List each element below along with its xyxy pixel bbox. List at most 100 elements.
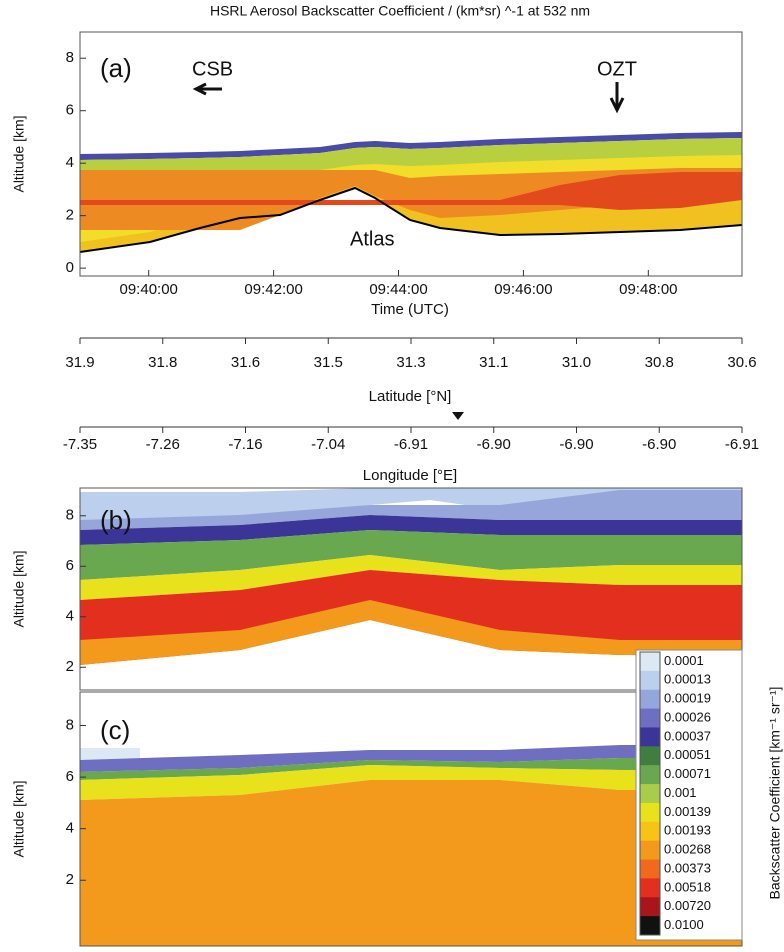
y-tick-label: 4	[66, 820, 74, 837]
y-axis-title: Altitude [km]	[11, 115, 27, 192]
latitude-tick-label: 31.6	[231, 354, 260, 371]
panel-label: (c)	[100, 715, 130, 745]
colorbar-swatch	[640, 746, 660, 766]
x-tick-label: 09:42:00	[244, 281, 302, 298]
figure-title: HSRL Aerosol Backscatter Coefficient / (…	[210, 3, 590, 19]
longitude-tick-label: -7.16	[228, 436, 262, 453]
longitude-tick-label: -7.04	[311, 436, 345, 453]
longitude-tick-label: -6.91	[725, 436, 759, 453]
colorbar-swatch	[640, 916, 660, 936]
y-tick-label: 2	[66, 658, 74, 675]
y-tick-label: 6	[66, 557, 74, 574]
colorbar-label: 0.0001	[664, 653, 704, 668]
colorbar-label: 0.00037	[664, 728, 711, 743]
field-band	[80, 600, 742, 665]
longitude-tick-label: -6.90	[642, 436, 676, 453]
colorbar-title: Backscatter Coefficient [km⁻¹ sr⁻¹]	[767, 687, 783, 900]
colorbar-label: 0.00013	[664, 672, 711, 687]
y-tick-label: 4	[66, 154, 74, 171]
latitude-tick-label: 31.0	[562, 354, 591, 371]
x-tick-label: 09:46:00	[494, 281, 552, 298]
plot-frame	[79, 487, 743, 691]
field-band	[80, 555, 742, 600]
arrow	[192, 82, 222, 96]
colorbar-swatch	[640, 897, 660, 917]
field-band	[80, 172, 742, 210]
latitude-tick-label: 30.6	[727, 354, 756, 371]
latitude-tick-label: 31.1	[479, 354, 508, 371]
colorbar-label: 0.00720	[664, 898, 711, 913]
y-tick-label: 8	[66, 507, 74, 524]
colorbar-swatch	[640, 708, 660, 728]
field-band	[80, 530, 742, 580]
y-tick-label: 0	[66, 259, 74, 276]
y-tick-label: 6	[66, 768, 74, 785]
latitude-tick-label: 31.8	[148, 354, 177, 371]
x-tick-label: 09:44:00	[369, 281, 427, 298]
colorbar-swatch	[640, 652, 660, 672]
latitude-tick-label: 31.5	[314, 354, 343, 371]
field-band	[80, 132, 742, 160]
longitude-tick-label: -7.35	[63, 436, 97, 453]
colorbar-swatch	[640, 802, 660, 823]
longitude-tick-label: -7.26	[146, 436, 180, 453]
colorbar-label: 0.00518	[664, 879, 711, 894]
longitude-tick-label: -6.90	[559, 436, 593, 453]
colorbar-swatch	[640, 840, 660, 861]
latitude-tick-label: 31.3	[396, 354, 425, 371]
y-tick-label: 2	[66, 207, 74, 224]
colorbar-swatch	[640, 727, 660, 747]
colorbar-label: 0.0100	[664, 917, 704, 932]
plot-frame	[79, 31, 743, 277]
colorbar-label: 0.00019	[664, 691, 711, 706]
y-tick-label: 4	[66, 608, 74, 625]
colorbar-swatch	[640, 689, 660, 710]
colorbar-swatch	[640, 821, 660, 842]
y-axis-title: Altitude [km]	[11, 780, 27, 857]
colorbar-label: 0.00373	[664, 860, 711, 875]
annotation: CSB	[192, 58, 233, 80]
fields	[79, 132, 743, 946]
y-tick-label: 8	[66, 49, 74, 66]
x-axis-title: Time (UTC)	[371, 301, 449, 318]
y-tick-label: 6	[66, 102, 74, 119]
arrow	[609, 82, 625, 114]
panel-label: (b)	[100, 505, 132, 535]
colorbar-label: 0.001	[664, 785, 697, 800]
colorbar-label: 0.00268	[664, 842, 711, 857]
field-band	[80, 745, 742, 772]
colorbar-swatch	[640, 878, 660, 898]
longitude-tick-label: -6.91	[394, 436, 428, 453]
colorbar-swatch	[640, 859, 660, 879]
latitude-title: Latitude [°N]	[369, 388, 452, 405]
colorbar-label: 0.00071	[664, 766, 711, 781]
colorbar-label: 0.00193	[664, 823, 711, 838]
longitude-tick-label: -6.90	[477, 436, 511, 453]
colorbar-label: 0.00051	[664, 747, 711, 762]
latitude-tick-label: 30.8	[645, 354, 674, 371]
field-band	[80, 765, 742, 800]
colorbar-swatch	[640, 784, 660, 804]
panel-label: (a)	[100, 53, 132, 83]
y-tick-label: 8	[66, 716, 74, 733]
y-tick-label: 2	[66, 871, 74, 888]
colorbar-label: 0.00139	[664, 804, 711, 819]
latitude-tick-label: 31.9	[65, 354, 94, 371]
colorbar-label: 0.00026	[664, 709, 711, 724]
longitude-title: Longitude [°E]	[363, 467, 457, 484]
field-band	[80, 515, 742, 545]
colorbar-frame	[639, 651, 661, 936]
terrain-line	[79, 186, 743, 253]
colorbar-swatch	[640, 670, 660, 691]
annotation: OZT	[597, 58, 637, 80]
annotation: Atlas	[350, 228, 394, 250]
field-band	[80, 780, 742, 946]
x-tick-label: 09:40:00	[120, 281, 178, 298]
x-tick-label: 09:48:00	[619, 281, 677, 298]
field-band	[80, 138, 742, 177]
colorbar-swatch	[640, 765, 660, 785]
field-band	[80, 758, 742, 780]
marker	[452, 412, 464, 420]
y-axis-title: Altitude [km]	[11, 550, 27, 627]
